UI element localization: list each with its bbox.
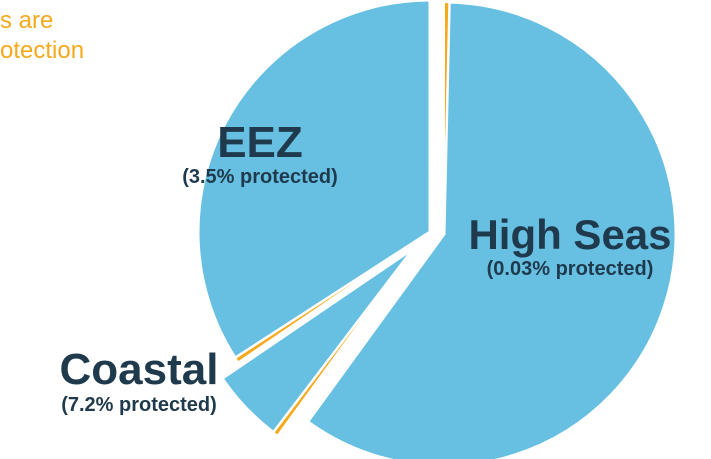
label-eez-subtitle: (3.5% protected) [130, 166, 390, 189]
label-coastal-subtitle: (7.2% protected) [0, 394, 278, 417]
label-eez-name: EEZ [130, 120, 390, 166]
label-eez: EEZ (3.5% protected) [130, 120, 390, 189]
label-coastal: Coastal (7.2% protected) [0, 346, 278, 417]
label-coastal-name: Coastal [0, 346, 278, 394]
label-high-seas: High Seas (0.03% protected) [432, 212, 708, 281]
label-high-seas-subtitle: (0.03% protected) [432, 258, 708, 281]
label-high-seas-name: High Seas [432, 212, 708, 258]
